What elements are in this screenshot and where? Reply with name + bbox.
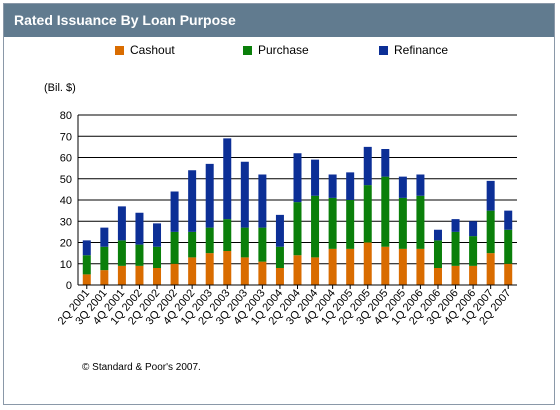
bar-refinance <box>188 170 197 232</box>
bar-refinance <box>240 161 249 228</box>
bar-cashout <box>153 268 162 285</box>
bar-refinance <box>275 214 284 247</box>
bar-purchase <box>223 219 232 251</box>
bar-purchase <box>258 227 267 262</box>
bar-refinance <box>486 180 495 211</box>
y-tick-label: 80 <box>60 110 72 122</box>
bar-purchase <box>100 246 109 271</box>
bar-refinance <box>328 174 337 198</box>
bar-refinance <box>153 223 162 247</box>
bar-cashout <box>381 246 390 285</box>
bar-refinance <box>205 163 214 228</box>
bar-cashout <box>117 265 126 285</box>
bar-refinance <box>258 174 267 228</box>
bar-cashout <box>240 257 249 285</box>
legend-item-purchase: Purchase <box>243 43 309 57</box>
y-tick-label: 60 <box>60 153 72 165</box>
bar-refinance <box>346 172 355 200</box>
bar-cashout <box>223 251 232 285</box>
legend-label-purchase: Purchase <box>258 43 309 57</box>
bar-purchase <box>135 244 144 266</box>
bar-purchase <box>293 202 302 256</box>
bar-refinance <box>223 138 232 220</box>
bar-refinance <box>135 212 144 245</box>
bar-refinance <box>469 221 478 237</box>
bar-cashout <box>504 263 513 285</box>
legend-item-refinance: Refinance <box>379 43 448 57</box>
legend-swatch-cashout <box>115 45 124 55</box>
bar-refinance <box>504 210 513 230</box>
bar-refinance <box>170 191 179 232</box>
bar-purchase <box>153 246 162 268</box>
bar-cashout <box>346 248 355 285</box>
bar-cashout <box>311 257 320 285</box>
bar-cashout <box>451 265 460 285</box>
bar-purchase <box>469 236 478 266</box>
bar-refinance <box>416 174 425 196</box>
legend: Cashout Purchase Refinance <box>0 43 560 61</box>
bar-purchase <box>486 210 495 254</box>
y-tick-label: 20 <box>60 238 72 250</box>
bar-purchase <box>381 176 390 247</box>
bar-purchase <box>117 240 126 266</box>
bar-cashout <box>486 253 495 285</box>
bar-purchase <box>433 240 442 268</box>
bar-refinance <box>398 176 407 198</box>
y-tick-label: 10 <box>60 259 72 271</box>
y-tick-label: 30 <box>60 216 72 228</box>
bar-cashout <box>363 242 372 285</box>
legend-swatch-purchase <box>243 45 252 55</box>
bar-cashout <box>398 248 407 285</box>
bar-cashout <box>258 261 267 285</box>
bar-purchase <box>328 197 337 249</box>
bar-refinance <box>293 153 302 203</box>
bar-purchase <box>504 229 513 264</box>
bar-refinance <box>82 240 91 256</box>
bar-cashout <box>82 274 91 285</box>
copyright-note: © Standard & Poor's 2007. <box>82 362 201 373</box>
bar-purchase <box>205 227 214 254</box>
bar-purchase <box>311 195 320 258</box>
bar-refinance <box>433 229 442 241</box>
bar-purchase <box>451 231 460 266</box>
bar-refinance <box>363 146 372 186</box>
y-tick-label: 50 <box>60 174 72 186</box>
bar-purchase <box>82 255 91 275</box>
bar-refinance <box>100 227 109 247</box>
y-axis-unit-label: (Bil. $) <box>44 82 76 94</box>
bar-cashout <box>188 257 197 285</box>
chart-panel: Rated Issuance By Loan Purpose <box>3 3 555 405</box>
bar-cashout <box>433 268 442 285</box>
bar-purchase <box>346 200 355 249</box>
bar-cashout <box>275 268 284 285</box>
bar-cashout <box>328 248 337 285</box>
bar-refinance <box>381 149 390 177</box>
legend-item-cashout: Cashout <box>115 43 175 57</box>
y-tick-label: 70 <box>60 131 72 143</box>
bar-cashout <box>100 270 109 285</box>
y-tick-label: 0 <box>66 280 72 292</box>
bar-refinance <box>311 159 320 196</box>
y-tick-label: 40 <box>60 195 72 207</box>
bar-purchase <box>240 227 249 258</box>
chart-title: Rated Issuance By Loan Purpose <box>4 4 554 37</box>
bar-purchase <box>416 195 425 249</box>
bar-refinance <box>451 219 460 232</box>
legend-swatch-refinance <box>379 45 388 55</box>
legend-label-cashout: Cashout <box>130 43 175 57</box>
bar-purchase <box>275 246 284 268</box>
bar-purchase <box>188 231 197 258</box>
bar-purchase <box>398 197 407 249</box>
bar-cashout <box>170 263 179 285</box>
legend-label-refinance: Refinance <box>394 43 449 57</box>
bar-cashout <box>469 265 478 285</box>
bar-cashout <box>293 255 302 285</box>
bar-refinance <box>117 206 126 241</box>
bar-cashout <box>416 248 425 285</box>
bar-purchase <box>363 185 372 243</box>
bar-cashout <box>135 265 144 285</box>
bar-cashout <box>205 253 214 285</box>
bar-purchase <box>170 231 179 264</box>
